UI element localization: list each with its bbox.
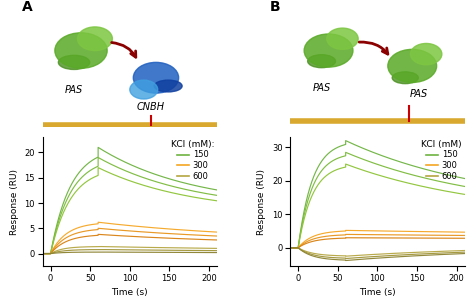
- Circle shape: [388, 49, 437, 82]
- Legend: 150, 300, 600: 150, 300, 600: [169, 138, 216, 182]
- Text: B: B: [269, 0, 280, 14]
- Circle shape: [410, 43, 442, 65]
- Ellipse shape: [154, 80, 182, 92]
- Circle shape: [130, 80, 158, 99]
- Circle shape: [327, 28, 358, 49]
- Text: A: A: [22, 0, 33, 14]
- Ellipse shape: [308, 55, 336, 68]
- Text: CNBH: CNBH: [137, 102, 165, 112]
- X-axis label: Time (s): Time (s): [111, 289, 148, 297]
- Circle shape: [304, 34, 353, 67]
- Circle shape: [55, 33, 107, 68]
- Text: PAS: PAS: [312, 83, 331, 93]
- Text: PAS: PAS: [65, 84, 83, 95]
- Legend: 150, 300, 600: 150, 300, 600: [420, 138, 464, 182]
- Ellipse shape: [58, 55, 90, 69]
- Circle shape: [133, 62, 179, 93]
- Y-axis label: Response (RU): Response (RU): [257, 169, 266, 235]
- Text: PAS: PAS: [410, 89, 428, 99]
- X-axis label: Time (s): Time (s): [359, 289, 396, 297]
- Y-axis label: Response (RU): Response (RU): [10, 169, 19, 235]
- Circle shape: [78, 27, 112, 50]
- Ellipse shape: [392, 72, 419, 84]
